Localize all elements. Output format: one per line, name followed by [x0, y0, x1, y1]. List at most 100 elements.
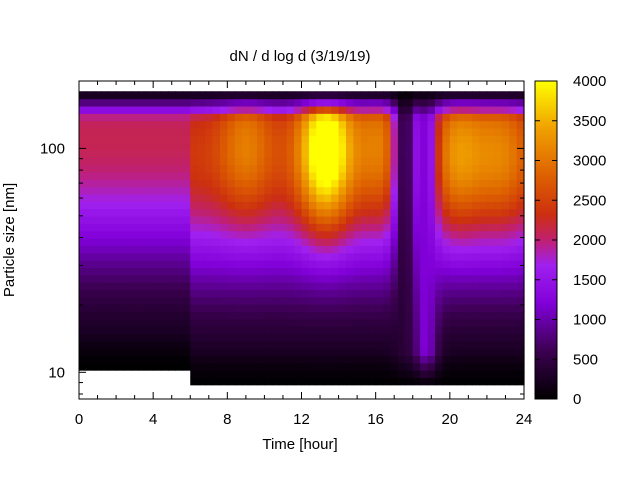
heatmap-cell — [123, 186, 132, 195]
y-tick-label: 10 — [48, 364, 65, 381]
heatmap-cell — [197, 296, 206, 305]
heatmap-cell — [301, 296, 310, 305]
heatmap-cell — [383, 304, 392, 312]
heatmap-cell — [420, 252, 429, 261]
heatmap-cell — [442, 260, 451, 268]
heatmap-cell — [435, 311, 444, 320]
heatmap-cell — [323, 179, 332, 188]
heatmap-cell — [227, 370, 236, 379]
heatmap-cell — [212, 135, 221, 144]
heatmap-cell — [397, 91, 406, 100]
heatmap-cell — [472, 311, 481, 320]
heatmap-cell — [368, 260, 377, 268]
heatmap-cell — [108, 98, 117, 107]
heatmap-cell — [279, 171, 288, 180]
heatmap-cell — [449, 105, 458, 114]
heatmap-cell — [145, 208, 154, 217]
heatmap-cell — [101, 274, 110, 283]
heatmap-cell — [427, 362, 436, 371]
heatmap-cell — [435, 318, 444, 327]
heatmap-cell — [412, 223, 421, 232]
heatmap-cell — [86, 362, 95, 371]
heatmap-cell — [494, 362, 503, 371]
heatmap-cell — [138, 318, 147, 327]
heatmap-cell — [242, 252, 251, 261]
heatmap-cell — [301, 289, 310, 298]
heatmap-cell — [316, 260, 325, 268]
heatmap-cell — [160, 230, 169, 239]
heatmap-cell — [294, 282, 303, 290]
heatmap-cell — [219, 362, 228, 371]
heatmap-cell — [286, 252, 295, 261]
heatmap-cell — [93, 208, 102, 217]
heatmap-cell — [360, 348, 369, 356]
heatmap-cell — [479, 149, 488, 158]
heatmap-cell — [420, 105, 429, 114]
heatmap-cell — [390, 171, 399, 180]
heatmap-cell — [212, 215, 221, 224]
heatmap-cell — [234, 304, 243, 312]
heatmap-cell — [93, 120, 102, 129]
heatmap-cell — [212, 186, 221, 195]
heatmap-cell — [375, 274, 384, 283]
heatmap-cell — [435, 113, 444, 122]
heatmap-cell — [294, 149, 303, 158]
heatmap-cell — [301, 113, 310, 122]
heatmap-cell — [153, 149, 162, 158]
heatmap-cell — [509, 120, 518, 129]
heatmap-cell — [412, 113, 421, 122]
heatmap-cell — [360, 355, 369, 364]
heatmap-cell — [234, 91, 243, 100]
heatmap-cell — [501, 377, 510, 386]
heatmap-cell — [175, 113, 184, 122]
heatmap-cell — [212, 91, 221, 100]
heatmap-cell — [494, 157, 503, 166]
heatmap-cell — [360, 267, 369, 276]
heatmap-cell — [472, 105, 481, 114]
heatmap-cell — [257, 296, 266, 305]
heatmap-cell — [175, 157, 184, 166]
heatmap-cell — [390, 245, 399, 254]
heatmap-cell — [338, 230, 347, 239]
heatmap-cell — [516, 348, 525, 356]
heatmap-cell — [479, 91, 488, 100]
heatmap-cell — [516, 282, 525, 290]
heatmap-cell — [168, 164, 177, 173]
heatmap-cell — [479, 340, 488, 349]
heatmap-cell — [494, 260, 503, 268]
heatmap-cell — [509, 245, 518, 254]
heatmap-cell — [308, 113, 317, 122]
heatmap-cell — [464, 91, 473, 100]
heatmap-cell — [405, 245, 414, 254]
heatmap-cell — [101, 245, 110, 254]
heatmap-cell — [86, 208, 95, 217]
heatmap-cell — [138, 252, 147, 261]
heatmap-cell — [205, 340, 214, 349]
heatmap-cell — [93, 318, 102, 327]
heatmap-cell — [472, 348, 481, 356]
heatmap-cell — [205, 171, 214, 180]
heatmap-cell — [264, 304, 273, 312]
heatmap-cell — [479, 120, 488, 129]
heatmap-cell — [286, 179, 295, 188]
heatmap-cell — [182, 362, 191, 371]
heatmap-cell — [130, 208, 139, 217]
heatmap-cell — [412, 340, 421, 349]
heatmap-cell — [405, 340, 414, 349]
heatmap-cell — [405, 237, 414, 246]
heatmap-cell — [294, 260, 303, 268]
heatmap-cell — [360, 274, 369, 283]
heatmap-cell — [420, 348, 429, 356]
heatmap-cell — [286, 208, 295, 217]
heatmap-cell — [286, 370, 295, 379]
heatmap-cell — [501, 105, 510, 114]
heatmap-cell — [323, 171, 332, 180]
heatmap-cell — [197, 179, 206, 188]
heatmap-cell — [145, 179, 154, 188]
heatmap-cell — [427, 91, 436, 100]
heatmap-cell — [509, 237, 518, 246]
heatmap-cell — [486, 355, 495, 364]
heatmap-cell — [457, 260, 466, 268]
heatmap-cell — [338, 370, 347, 379]
heatmap-cell — [308, 370, 317, 379]
